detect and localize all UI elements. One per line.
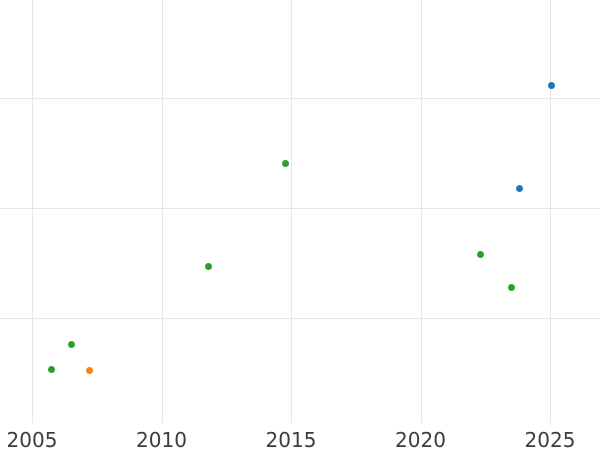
x-tick-label: 2010	[136, 428, 187, 450]
grid-line-vertical	[32, 0, 33, 423]
data-point-blue	[547, 81, 555, 89]
grid-line-horizontal	[0, 207, 600, 209]
x-tick-label: 2005	[6, 428, 58, 450]
grid-line-vertical	[550, 0, 551, 423]
grid-line-horizontal	[0, 97, 600, 99]
grid-line-vertical	[161, 0, 163, 423]
grid-line-horizontal	[0, 317, 600, 319]
x-tick-label: 2015	[265, 428, 317, 450]
data-point-blue	[515, 184, 523, 192]
data-point-green	[477, 250, 484, 258]
data-point-green	[47, 366, 55, 374]
data-point-green	[507, 284, 515, 292]
grid-line-vertical	[291, 0, 292, 423]
grid-line-vertical	[420, 0, 422, 423]
data-point-green	[204, 262, 212, 270]
data-point-green	[281, 160, 289, 168]
x-tick-label: 2025	[524, 428, 576, 450]
x-tick-label: 2020	[395, 428, 446, 450]
data-point-green	[67, 341, 75, 349]
data-point-orange	[85, 366, 93, 374]
